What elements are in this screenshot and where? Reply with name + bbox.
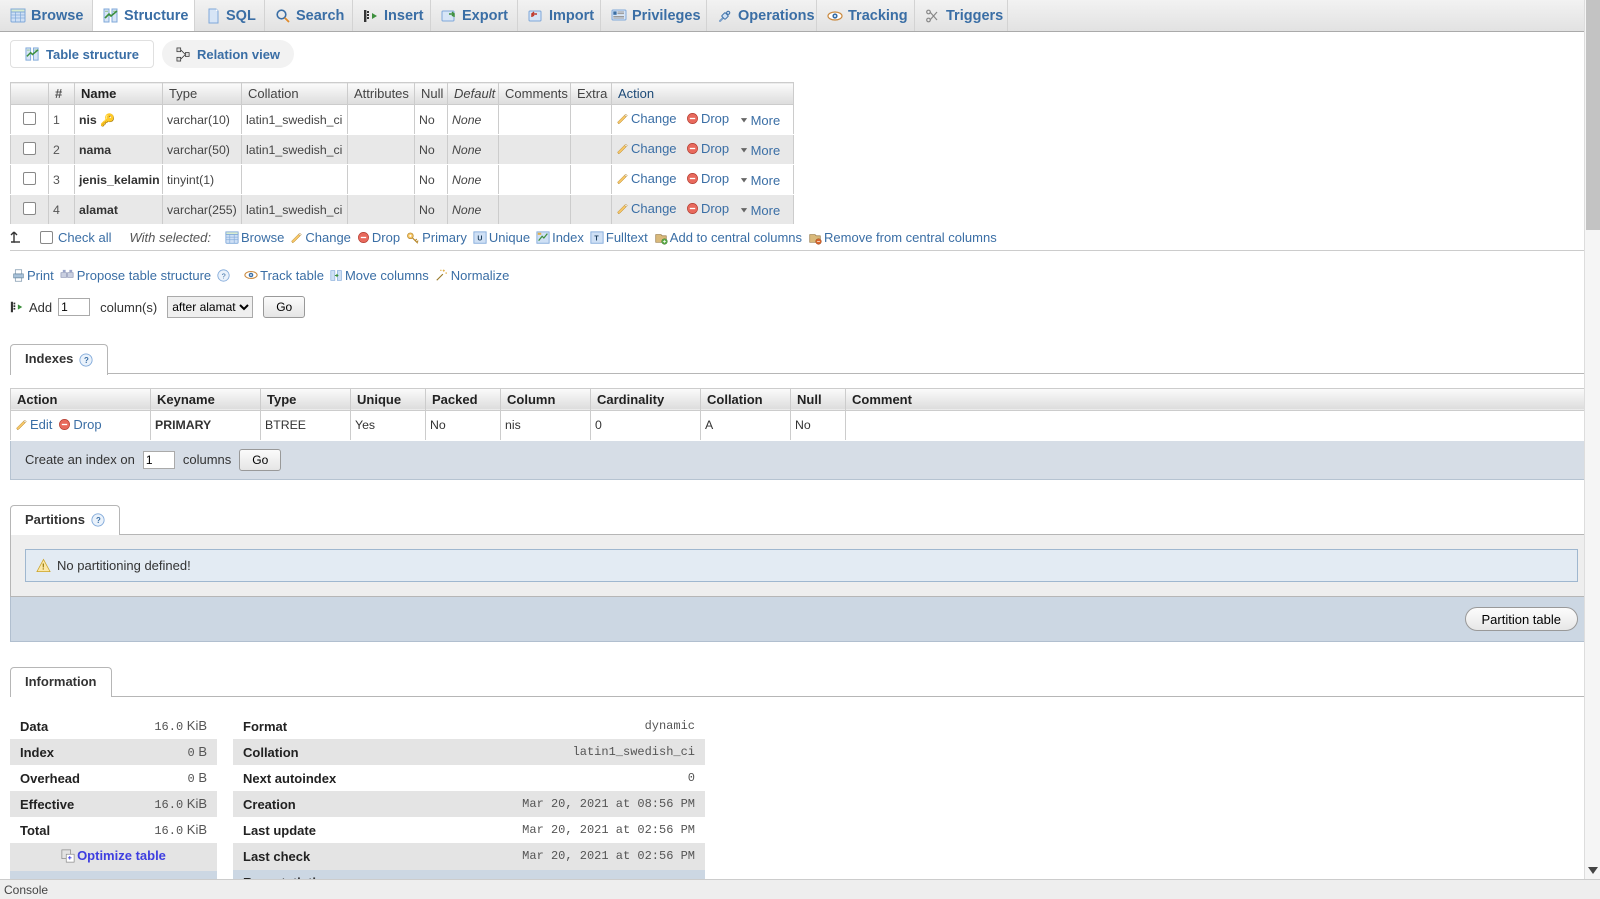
svg-text:!: !: [42, 562, 45, 572]
svg-text:U: U: [477, 235, 482, 242]
svg-text:?: ?: [96, 516, 101, 525]
svg-text:T: T: [594, 235, 599, 242]
svg-text:?: ?: [84, 356, 89, 365]
svg-text:?: ?: [222, 271, 226, 280]
